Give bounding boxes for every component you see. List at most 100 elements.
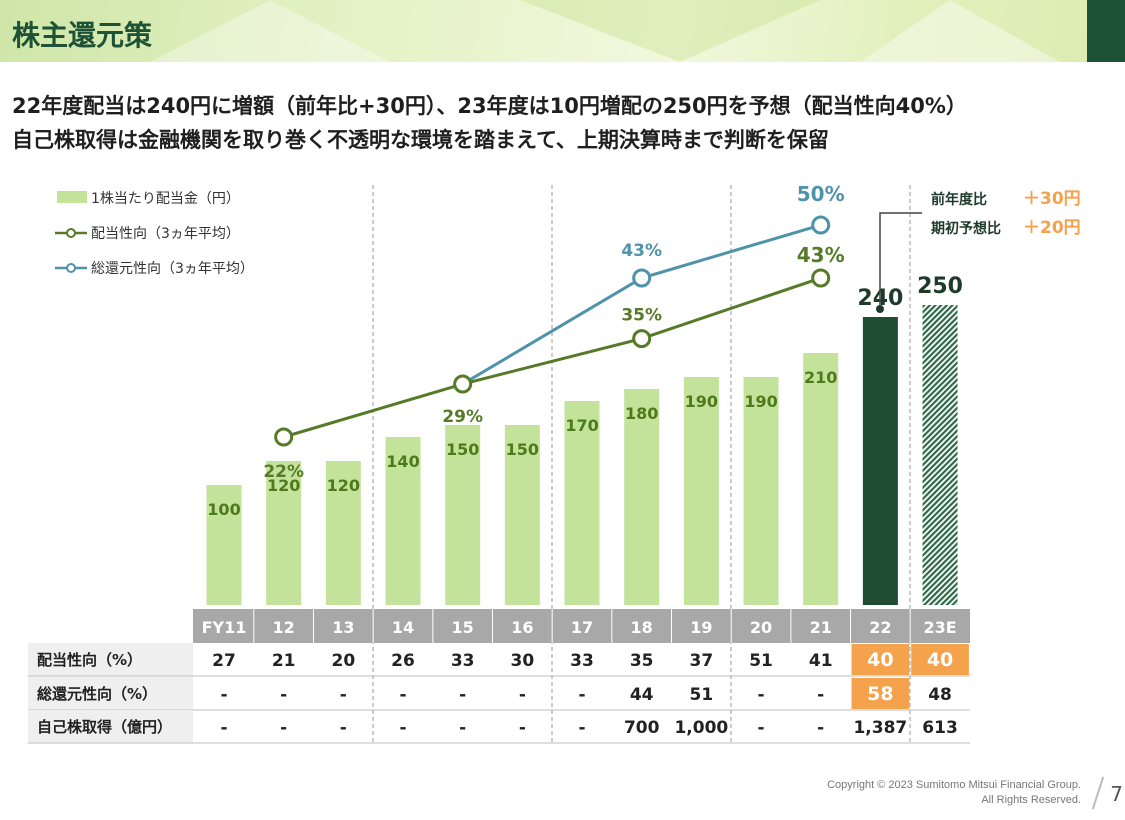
table-cell-2-FY11: - bbox=[220, 718, 227, 738]
dividend-label-13: 120 bbox=[327, 476, 360, 495]
table-row-header-bg-0 bbox=[28, 643, 193, 676]
subtitle-buyback: 自己株取得は金融機関を取り巻く不透明な環境を踏まえて、上期決算時まで判断を保留 bbox=[12, 128, 829, 152]
table-highlight-0-12 bbox=[911, 644, 969, 675]
table-row-label-0: 配当性向（%） bbox=[37, 651, 142, 669]
category-tick-22: 22 bbox=[869, 618, 891, 637]
payout-label-12: 22% bbox=[263, 462, 304, 482]
legend-bar-swatch bbox=[57, 191, 87, 203]
table-cell-2-15: - bbox=[459, 718, 466, 738]
table-cell-1-23E: 48 bbox=[928, 685, 952, 705]
dividend-bar-13 bbox=[325, 461, 361, 605]
table-cell-1-16: - bbox=[519, 685, 526, 705]
dividend-bar-18 bbox=[624, 389, 660, 605]
table-cell-2-13: - bbox=[340, 718, 347, 738]
table-cell-1-15: - bbox=[459, 685, 466, 705]
table-cell-1-21: - bbox=[817, 685, 824, 705]
dividend-label-12: 120 bbox=[267, 476, 300, 495]
table-row-label-2: 自己株取得（億円） bbox=[37, 718, 172, 736]
dividend-bar-14 bbox=[385, 437, 421, 605]
callout-bracket bbox=[879, 212, 922, 308]
payout-ratio-point-18 bbox=[632, 329, 652, 349]
table-cell-2-21: - bbox=[817, 718, 824, 738]
category-tick-16: 16 bbox=[511, 618, 533, 637]
dividend-bar-19 bbox=[683, 377, 719, 605]
table-cell-0-15: 33 bbox=[451, 651, 475, 671]
legend-total-marker bbox=[66, 263, 76, 273]
table-cell-1-18: 44 bbox=[630, 685, 654, 705]
dividend-label-21: 210 bbox=[804, 368, 837, 387]
table-cell-2-12: - bbox=[280, 718, 287, 738]
table-highlight-1-11 bbox=[851, 678, 910, 709]
total-return-label-18: 43% bbox=[621, 241, 662, 261]
dividend-bar-FY11 bbox=[206, 485, 242, 605]
table-cell-1-19: 51 bbox=[690, 685, 714, 705]
page-number: 7 bbox=[1110, 782, 1123, 806]
table-cell-0-23E: 40 bbox=[927, 649, 953, 671]
callout-initial-forecast-label: 期初予想比 bbox=[931, 220, 1001, 237]
dividend-label-16: 150 bbox=[506, 440, 539, 459]
footer: Copyright © 2023 Sumitomo Mitsui Financi… bbox=[827, 778, 1081, 808]
legend-payout-marker bbox=[66, 228, 76, 238]
category-tick-17: 17 bbox=[571, 618, 593, 637]
payout-ratio-point-12 bbox=[274, 427, 294, 447]
dividend-label-14: 140 bbox=[386, 452, 419, 471]
table-cell-2-14: - bbox=[399, 718, 406, 738]
footer-divider bbox=[1091, 776, 1105, 810]
table-cell-1-14: - bbox=[399, 685, 406, 705]
table-cell-1-22: 58 bbox=[867, 683, 893, 705]
callout-prev-year-value: ＋30円 bbox=[1023, 189, 1081, 209]
table-cell-0-13: 20 bbox=[332, 651, 356, 671]
table-cell-2-17: - bbox=[578, 718, 585, 738]
payout-label-18: 35% bbox=[621, 306, 662, 326]
payout-ratio-line bbox=[283, 276, 822, 439]
table-cell-0-21: 41 bbox=[809, 651, 833, 671]
table-cell-1-FY11: - bbox=[220, 685, 227, 705]
category-tick-15: 15 bbox=[452, 618, 474, 637]
table-cell-0-22: 40 bbox=[867, 649, 893, 671]
table-cell-0-FY11: 27 bbox=[212, 651, 236, 671]
total-return-point-18 bbox=[632, 268, 652, 288]
rights-text: All Rights Reserved. bbox=[981, 794, 1081, 806]
dividend-label-19: 190 bbox=[685, 392, 718, 411]
table-cell-0-20: 51 bbox=[749, 651, 773, 671]
dividend-bar-17 bbox=[564, 401, 600, 605]
table-cell-2-16: - bbox=[519, 718, 526, 738]
dividend-label-23E: 250 bbox=[917, 274, 963, 299]
title-banner bbox=[0, 0, 1125, 62]
dividend-label-20: 190 bbox=[744, 392, 777, 411]
category-tick-20: 20 bbox=[750, 618, 772, 637]
table-cell-0-16: 30 bbox=[511, 651, 535, 671]
category-tick-14: 14 bbox=[392, 618, 414, 637]
table-cell-1-20: - bbox=[757, 685, 764, 705]
banner-accent bbox=[1087, 0, 1125, 62]
category-axis-band bbox=[193, 609, 970, 643]
table-cell-0-18: 35 bbox=[630, 651, 654, 671]
page-title: 株主還元策 bbox=[12, 19, 153, 52]
category-tick-18: 18 bbox=[631, 618, 653, 637]
table-cell-1-17: - bbox=[578, 685, 585, 705]
payout-label-21: 43% bbox=[797, 243, 845, 267]
callout-prev-year-label: 前年度比 bbox=[931, 191, 987, 208]
table-highlight-0-11 bbox=[851, 644, 910, 675]
table-row-header-bg-2 bbox=[28, 710, 193, 743]
dividend-bar-12 bbox=[266, 461, 302, 605]
payout-ratio-point-21 bbox=[811, 268, 831, 288]
total-return-point-21 bbox=[811, 215, 831, 235]
dividend-bar-20 bbox=[743, 377, 779, 605]
callout-initial-forecast-value: ＋20円 bbox=[1023, 218, 1081, 238]
table-cell-0-19: 37 bbox=[690, 651, 714, 671]
category-tick-FY11: FY11 bbox=[202, 618, 247, 637]
category-tick-23E: 23E bbox=[923, 618, 956, 637]
dividend-label-FY11: 100 bbox=[207, 500, 240, 519]
legend-bar-label: 1株当たり配当金（円） bbox=[91, 191, 240, 207]
dividend-bar-23E bbox=[922, 305, 958, 605]
dividend-label-17: 170 bbox=[565, 416, 598, 435]
category-tick-19: 19 bbox=[690, 618, 712, 637]
subtitle-dividend: 22年度配当は240円に増額（前年比+30円）、23年度は10円増配の250円を… bbox=[12, 94, 967, 118]
table-cell-1-12: - bbox=[280, 685, 287, 705]
table-cell-2-19: 1,000 bbox=[674, 718, 728, 738]
dividend-bar-21 bbox=[803, 353, 839, 605]
total-return-label-21: 50% bbox=[797, 182, 845, 206]
callout-dot bbox=[876, 305, 884, 313]
